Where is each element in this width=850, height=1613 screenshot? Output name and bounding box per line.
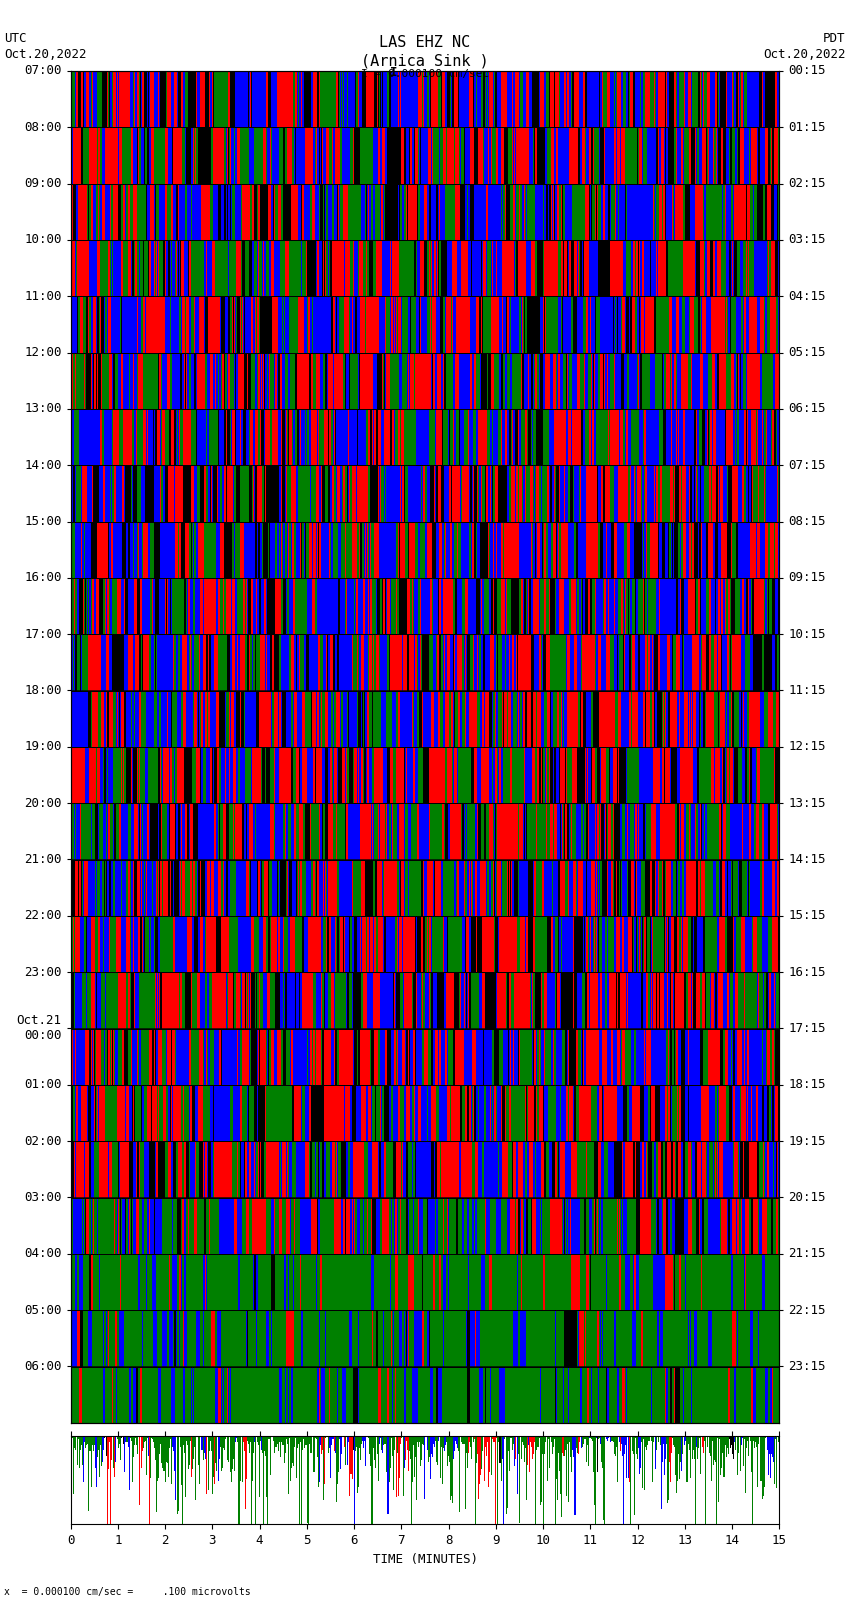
Text: x  = 0.000100 cm/sec =     .100 microvolts: x = 0.000100 cm/sec = .100 microvolts [4, 1587, 251, 1597]
Text: UTC: UTC [4, 32, 26, 45]
Text: Oct.20,2022: Oct.20,2022 [4, 48, 87, 61]
Text: PDT: PDT [824, 32, 846, 45]
Text: Oct.20,2022: Oct.20,2022 [763, 48, 846, 61]
Text: I = 0.000100 cm/sec: I = 0.000100 cm/sec [361, 69, 489, 79]
Text: (Arnica Sink ): (Arnica Sink ) [361, 53, 489, 68]
Text: LAS EHZ NC: LAS EHZ NC [379, 35, 471, 50]
X-axis label: TIME (MINUTES): TIME (MINUTES) [372, 1553, 478, 1566]
Text: I: I [390, 66, 397, 79]
